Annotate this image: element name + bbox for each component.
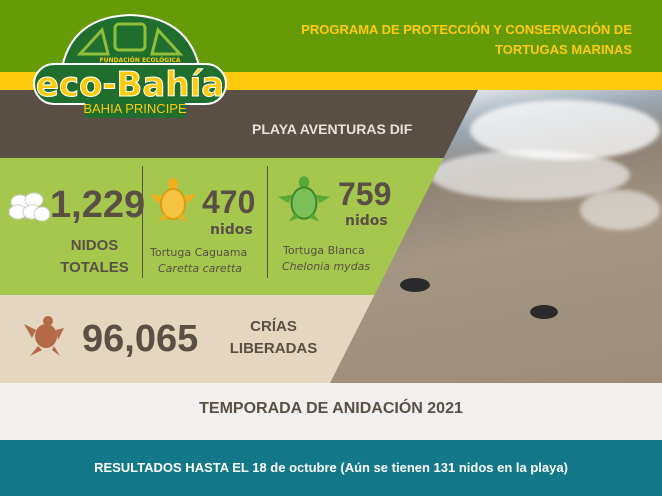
season-title: TEMPORADA DE ANIDACIÓN 2021 [199,400,463,417]
results-note: RESULTADOS HASTA EL 18 de octubre (Aún s… [94,460,568,475]
total-nests-label: NIDOS TOTALES [60,237,129,276]
blanca-unit: nidos [345,213,388,229]
results-band [0,440,662,496]
svg-text:BAHIA PRINCIPE: BAHIA PRINCIPE [83,101,187,116]
divider [142,166,143,278]
eco-bahia-logo: eco-Bahía BAHIA PRINCIPE FUNDACIÓN ECOLÓ… [30,12,230,120]
crias-value: 96,065 [82,318,199,360]
hatchling-photo-1 [400,278,430,292]
divider [267,166,268,278]
beach-name: PLAYA AVENTURAS DIF [252,121,413,137]
blanca-name: Tortuga Blanca [283,244,365,257]
total-nests-value: 1,229 [50,184,146,226]
program-title: PROGRAMA DE PROTECCIÓN Y CONSERVACIÓN DE… [301,20,632,60]
svg-text:eco-Bahía: eco-Bahía [36,65,224,105]
caguama-scientific: Caretta caretta [158,262,243,275]
title-line-1: PROGRAMA DE PROTECCIÓN Y CONSERVACIÓN DE [301,22,632,37]
hatchling-photo-2 [530,305,558,319]
blanca-scientific: Chelonia mydas [282,260,371,273]
caguama-turtle-icon [148,176,198,230]
blanca-value: 759 [338,176,392,212]
caguama-value: 470 [202,184,256,220]
eggs-icon [8,190,51,228]
caguama-unit: nidos [210,222,253,238]
caguama-name: Tortuga Caguama [150,246,248,259]
season-band [0,383,662,440]
hatchling-turtle-icon [24,316,64,362]
blanca-turtle-icon [278,174,330,230]
title-line-2: TORTUGAS MARINAS [495,42,632,57]
crias-label: CRÍAS LIBERADAS [229,318,318,357]
svg-text:FUNDACIÓN ECOLÓGICA: FUNDACIÓN ECOLÓGICA [100,57,181,64]
